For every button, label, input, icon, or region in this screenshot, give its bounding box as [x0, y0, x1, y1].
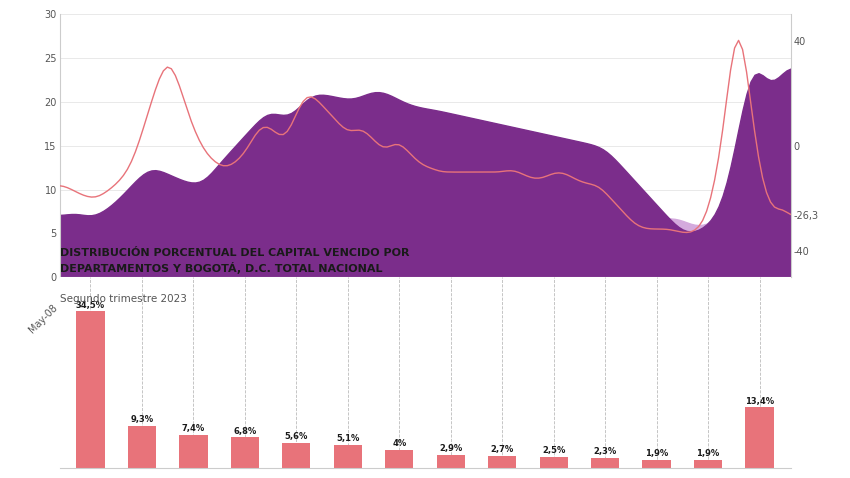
Bar — [488, 456, 517, 468]
Bar — [540, 457, 568, 468]
Bar — [385, 450, 413, 468]
Text: 34,5%: 34,5% — [76, 301, 105, 310]
Text: 4%: 4% — [392, 439, 406, 448]
Text: Segundo trimestre 2023: Segundo trimestre 2023 — [60, 294, 186, 304]
Text: 9,3%: 9,3% — [130, 415, 154, 424]
Text: 2,3%: 2,3% — [593, 447, 617, 456]
Text: 2,9%: 2,9% — [439, 445, 462, 454]
Text: 2,5%: 2,5% — [542, 446, 565, 455]
Text: 2,7%: 2,7% — [490, 445, 514, 454]
Bar — [745, 407, 774, 468]
Bar — [282, 443, 310, 468]
Bar — [333, 445, 362, 468]
Bar — [591, 458, 620, 468]
Text: DISTRIBUCIÓN PORCENTUAL DEL CAPITAL VENCIDO POR
DEPARTAMENTOS Y BOGOTÁ, D.C. TOT: DISTRIBUCIÓN PORCENTUAL DEL CAPITAL VENC… — [60, 248, 409, 273]
Bar — [179, 435, 207, 468]
Text: 6,8%: 6,8% — [233, 427, 257, 435]
Bar — [230, 437, 259, 468]
Text: 1,9%: 1,9% — [696, 449, 720, 458]
Text: 13,4%: 13,4% — [745, 397, 774, 406]
Bar — [128, 426, 156, 468]
Bar — [694, 460, 722, 468]
Text: 1,9%: 1,9% — [645, 449, 668, 458]
Bar — [437, 455, 465, 468]
Text: 5,1%: 5,1% — [336, 435, 360, 444]
Text: 7,4%: 7,4% — [182, 424, 205, 433]
Bar — [76, 311, 105, 468]
Bar — [643, 460, 671, 468]
Text: 5,6%: 5,6% — [285, 432, 308, 441]
